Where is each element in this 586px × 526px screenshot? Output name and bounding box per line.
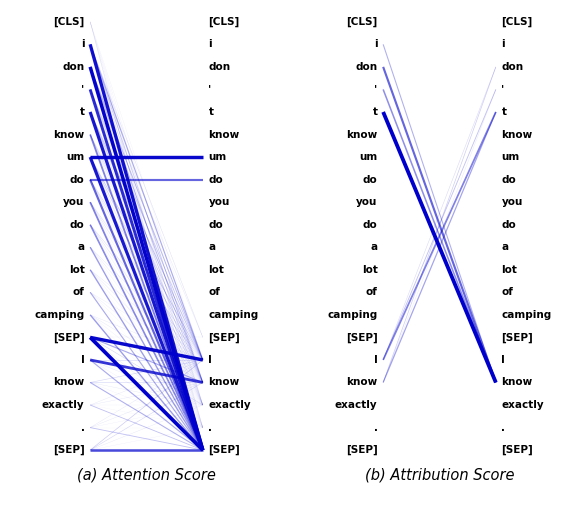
Text: [SEP]: [SEP]	[53, 332, 84, 342]
Text: of: of	[366, 287, 377, 297]
Text: know: know	[502, 378, 533, 388]
Text: t: t	[373, 107, 377, 117]
Text: do: do	[209, 175, 223, 185]
Text: do: do	[70, 175, 84, 185]
Text: [SEP]: [SEP]	[502, 332, 533, 342]
Text: (b) Attribution Score: (b) Attribution Score	[364, 468, 515, 482]
Text: you: you	[356, 197, 377, 207]
Text: i: i	[81, 39, 84, 49]
Text: [SEP]: [SEP]	[502, 445, 533, 455]
Text: a: a	[77, 242, 84, 252]
Text: exactly: exactly	[42, 400, 84, 410]
Text: you: you	[502, 197, 523, 207]
Text: [CLS]: [CLS]	[346, 17, 377, 27]
Text: [CLS]: [CLS]	[209, 17, 240, 27]
Text: do: do	[363, 220, 377, 230]
Text: a: a	[209, 242, 216, 252]
Text: of: of	[73, 287, 84, 297]
Text: know: know	[346, 129, 377, 139]
Text: camping: camping	[502, 310, 552, 320]
Text: don: don	[502, 62, 524, 72]
Text: camping: camping	[327, 310, 377, 320]
Text: (a) Attention Score: (a) Attention Score	[77, 468, 216, 482]
Text: camping: camping	[34, 310, 84, 320]
Text: [CLS]: [CLS]	[502, 17, 533, 27]
Text: you: you	[63, 197, 84, 207]
Text: I: I	[209, 355, 212, 365]
Text: do: do	[209, 220, 223, 230]
Text: lot: lot	[362, 265, 377, 275]
Text: of: of	[209, 287, 220, 297]
Text: I: I	[502, 355, 505, 365]
Text: ': '	[502, 84, 505, 95]
Text: you: you	[209, 197, 230, 207]
Text: ': '	[81, 84, 84, 95]
Text: know: know	[53, 129, 84, 139]
Text: ': '	[374, 84, 377, 95]
Text: t: t	[209, 107, 213, 117]
Text: i: i	[209, 39, 212, 49]
Text: [CLS]: [CLS]	[53, 17, 84, 27]
Text: [SEP]: [SEP]	[346, 332, 377, 342]
Text: know: know	[346, 378, 377, 388]
Text: do: do	[502, 175, 516, 185]
Text: I: I	[81, 355, 84, 365]
Text: know: know	[209, 378, 240, 388]
Text: .: .	[209, 422, 213, 432]
Text: lot: lot	[502, 265, 517, 275]
Text: do: do	[502, 220, 516, 230]
Text: know: know	[53, 378, 84, 388]
Text: t: t	[502, 107, 506, 117]
Text: exactly: exactly	[335, 400, 377, 410]
Text: [SEP]: [SEP]	[346, 445, 377, 455]
Text: don: don	[209, 62, 231, 72]
Text: do: do	[363, 175, 377, 185]
Text: [SEP]: [SEP]	[209, 445, 240, 455]
Text: a: a	[370, 242, 377, 252]
Text: t: t	[80, 107, 84, 117]
Text: [SEP]: [SEP]	[209, 332, 240, 342]
Text: um: um	[359, 152, 377, 162]
Text: know: know	[209, 129, 240, 139]
Text: [SEP]: [SEP]	[53, 445, 84, 455]
Text: .: .	[80, 422, 84, 432]
Text: I: I	[374, 355, 377, 365]
Text: don: don	[62, 62, 84, 72]
Text: lot: lot	[69, 265, 84, 275]
Text: a: a	[502, 242, 509, 252]
Text: ': '	[209, 84, 212, 95]
Text: um: um	[209, 152, 227, 162]
Text: .: .	[373, 422, 377, 432]
Text: um: um	[66, 152, 84, 162]
Text: exactly: exactly	[502, 400, 544, 410]
Text: lot: lot	[209, 265, 224, 275]
Text: know: know	[502, 129, 533, 139]
Text: don: don	[355, 62, 377, 72]
Text: of: of	[502, 287, 513, 297]
Text: exactly: exactly	[209, 400, 251, 410]
Text: i: i	[502, 39, 505, 49]
Text: um: um	[502, 152, 520, 162]
Text: .: .	[502, 422, 506, 432]
Text: do: do	[70, 220, 84, 230]
Text: i: i	[374, 39, 377, 49]
Text: camping: camping	[209, 310, 259, 320]
